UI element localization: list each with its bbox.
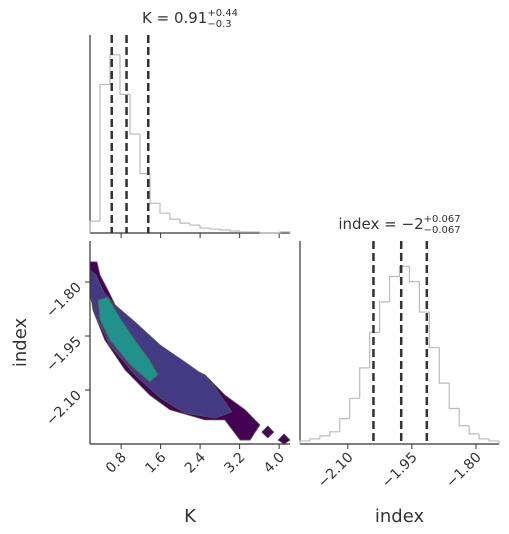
x-tick-label: 0.8 xyxy=(103,450,130,477)
x-tick-label: −1.80 xyxy=(443,450,485,492)
y-tick-label: −1.80 xyxy=(43,280,85,322)
histogram-bin xyxy=(139,134,150,175)
x-tick-label: −1.95 xyxy=(379,450,421,492)
histogram-bin xyxy=(149,173,160,204)
title-sup: +0.44 xyxy=(207,8,238,19)
title-main: K = 0.91 xyxy=(142,9,207,27)
histogram-bin xyxy=(329,431,340,436)
panel-title: index = −2+0.067 −0.067 xyxy=(338,214,460,236)
histogram-bin xyxy=(339,418,350,432)
x-axis-label: K xyxy=(184,506,197,527)
histogram-bin xyxy=(209,228,220,230)
contour-region xyxy=(277,433,291,445)
y-tick-label: −1.95 xyxy=(43,334,85,376)
histogram-bin xyxy=(299,440,310,444)
title-sup: +0.067 xyxy=(424,214,461,225)
histogram-bin xyxy=(438,347,450,384)
histogram-bin xyxy=(388,275,400,302)
contour-region xyxy=(97,296,159,383)
histogram-bin xyxy=(488,438,500,444)
histogram-bin xyxy=(189,223,200,226)
histogram-bin xyxy=(309,438,320,441)
x-tick-label: 1.6 xyxy=(142,449,169,476)
panel-title: K = 0.91+0.44 −0.3 xyxy=(142,8,238,30)
x-tick-label: 3.2 xyxy=(221,450,248,477)
histogram-bin xyxy=(408,266,420,283)
histogram-bin xyxy=(179,219,190,224)
contour-region xyxy=(89,269,233,419)
histogram-bin xyxy=(119,54,130,95)
title-sub: −0.3 xyxy=(207,19,231,30)
y-tick-label: −2.10 xyxy=(43,388,85,430)
contour-region xyxy=(261,425,275,439)
histogram-bin xyxy=(239,231,250,233)
x-tick-label: 4.0 xyxy=(261,450,288,477)
histogram-bin xyxy=(398,265,410,277)
histogram-bin xyxy=(229,230,240,232)
title-main: index = −2 xyxy=(338,215,423,233)
histogram-bin xyxy=(448,383,460,410)
y-axis-label: index xyxy=(10,318,31,368)
histogram-bin xyxy=(109,54,120,85)
histogram-bin xyxy=(129,94,140,135)
title-sub: −0.067 xyxy=(424,225,461,236)
histogram-bin xyxy=(279,231,291,233)
x-tick-label: −2.10 xyxy=(315,450,357,492)
histogram-bin xyxy=(259,232,270,234)
histogram-bin xyxy=(89,220,100,233)
histogram-bin xyxy=(199,225,210,229)
histogram-bin xyxy=(169,213,180,220)
histogram-bin xyxy=(369,331,380,368)
histogram-bin xyxy=(99,83,110,222)
histogram-bin xyxy=(359,367,370,399)
histogram-bin xyxy=(349,397,360,419)
histogram-bin xyxy=(458,408,470,427)
histogram-bin xyxy=(219,229,230,231)
histogram-bin xyxy=(379,301,390,333)
histogram-bin xyxy=(159,203,170,214)
histogram-bin xyxy=(319,435,330,439)
x-tick-label: 2.4 xyxy=(182,449,209,476)
histogram-bin xyxy=(428,312,440,349)
histogram-bin xyxy=(478,433,490,440)
x-axis-label: index xyxy=(375,506,425,527)
histogram-bin xyxy=(418,281,430,313)
histogram-bin xyxy=(468,425,480,435)
